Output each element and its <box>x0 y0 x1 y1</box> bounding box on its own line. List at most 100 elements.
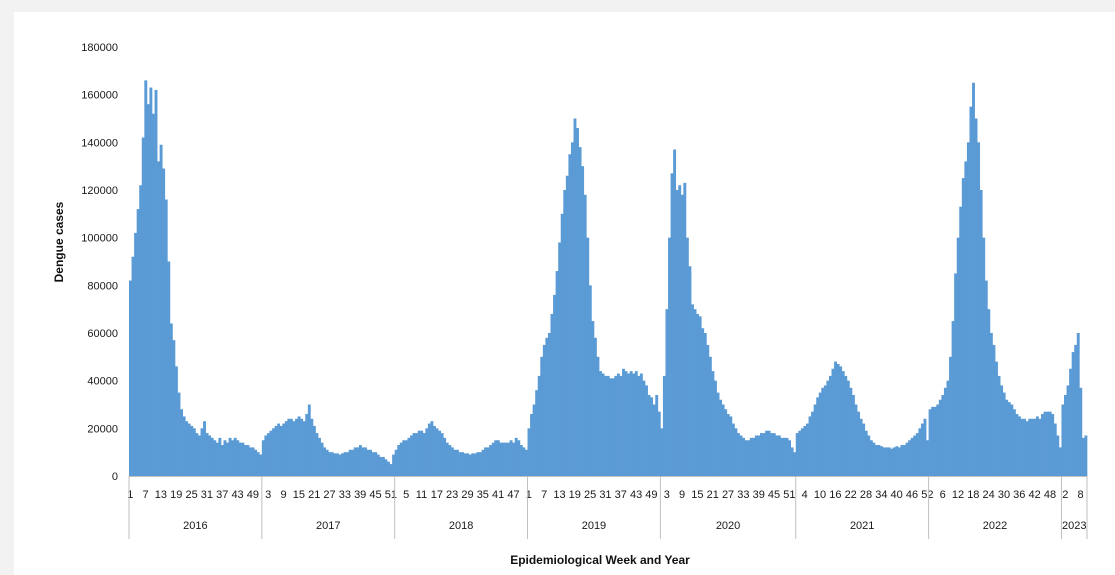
bar <box>719 399 723 476</box>
bar <box>785 437 789 476</box>
bar <box>816 397 820 476</box>
bar <box>356 447 360 476</box>
bar <box>277 423 281 476</box>
x-week-label: 21 <box>707 489 719 501</box>
x-week-label: 37 <box>216 489 228 501</box>
bar <box>637 375 641 476</box>
bar <box>394 449 398 476</box>
x-week-label: 45 <box>369 489 381 501</box>
bar <box>826 380 830 476</box>
bar <box>310 418 314 476</box>
bar <box>364 447 367 476</box>
bar <box>371 452 375 476</box>
bar <box>325 449 329 476</box>
x-year-label: 2017 <box>316 520 340 532</box>
bar <box>146 104 150 476</box>
x-week-label: 35 <box>477 489 489 501</box>
bar <box>254 449 258 476</box>
bar <box>315 433 319 476</box>
bar <box>174 366 178 476</box>
bar <box>162 168 166 477</box>
x-week-label: 6 <box>940 489 946 501</box>
x-week-label: 16 <box>829 489 841 501</box>
bar <box>190 425 194 476</box>
bar <box>129 280 132 476</box>
bar <box>335 453 339 476</box>
bar <box>629 371 633 476</box>
bar <box>938 399 942 476</box>
bar <box>685 237 689 476</box>
bar <box>601 373 605 476</box>
bar <box>655 394 659 476</box>
bar <box>433 425 436 476</box>
bar <box>788 440 792 476</box>
bar <box>381 456 385 476</box>
bar <box>928 409 932 476</box>
bar <box>624 371 628 476</box>
bar <box>151 113 155 476</box>
bar <box>706 344 710 476</box>
bar <box>834 361 837 476</box>
bar <box>632 373 636 476</box>
x-week-label: 34 <box>875 489 887 501</box>
bar <box>486 447 490 476</box>
bar <box>757 435 761 476</box>
x-week-label: 2 <box>1062 489 1068 501</box>
x-week-label: 48 <box>1044 489 1056 501</box>
x-week-label: 33 <box>737 489 749 501</box>
x-week-label: 22 <box>845 489 857 501</box>
bar <box>139 185 143 476</box>
bar <box>606 375 610 476</box>
bar <box>144 80 148 476</box>
bar <box>823 385 827 476</box>
bar <box>1028 418 1032 476</box>
bar <box>588 285 592 476</box>
bar <box>696 313 700 476</box>
bar <box>839 366 843 476</box>
bar <box>251 447 255 476</box>
x-week-label: 9 <box>679 489 685 501</box>
bar <box>197 435 201 476</box>
bar <box>869 440 873 476</box>
bar <box>369 449 373 476</box>
bar <box>259 454 263 476</box>
bar <box>954 273 958 476</box>
bar <box>995 361 998 476</box>
bar <box>979 190 983 476</box>
bar <box>323 447 327 476</box>
bar <box>417 430 421 476</box>
bar <box>793 452 797 476</box>
bar <box>903 445 906 476</box>
chart-panel: 0 20000 40000 60000 80000 100000 120000 140000 1… <box>14 12 1115 575</box>
bar <box>517 440 521 476</box>
x-week-label: 47 <box>507 489 519 501</box>
x-week-label: 31 <box>599 489 611 501</box>
bar <box>936 404 940 476</box>
bar <box>616 373 620 476</box>
x-week-label: 29 <box>461 489 473 501</box>
x-week-label: 51 <box>385 489 397 501</box>
bar <box>665 309 669 476</box>
bar <box>997 375 1001 476</box>
bar <box>762 433 766 476</box>
bar <box>292 421 296 476</box>
y-tick-label: 20000 <box>87 423 118 435</box>
bar <box>581 166 585 476</box>
bar <box>471 453 475 476</box>
bar <box>466 453 470 476</box>
bar <box>857 411 860 476</box>
bar <box>167 261 171 476</box>
bar <box>481 449 485 476</box>
bar <box>972 82 975 476</box>
bar <box>192 428 196 476</box>
bar <box>420 430 424 476</box>
bar <box>777 435 781 476</box>
x-week-label: 51 <box>783 489 795 501</box>
bar <box>535 390 539 476</box>
bar <box>831 368 835 476</box>
bar <box>243 445 247 476</box>
bar <box>576 128 579 476</box>
bar <box>228 437 232 476</box>
x-week-label: 13 <box>155 489 167 501</box>
bar <box>527 428 531 476</box>
